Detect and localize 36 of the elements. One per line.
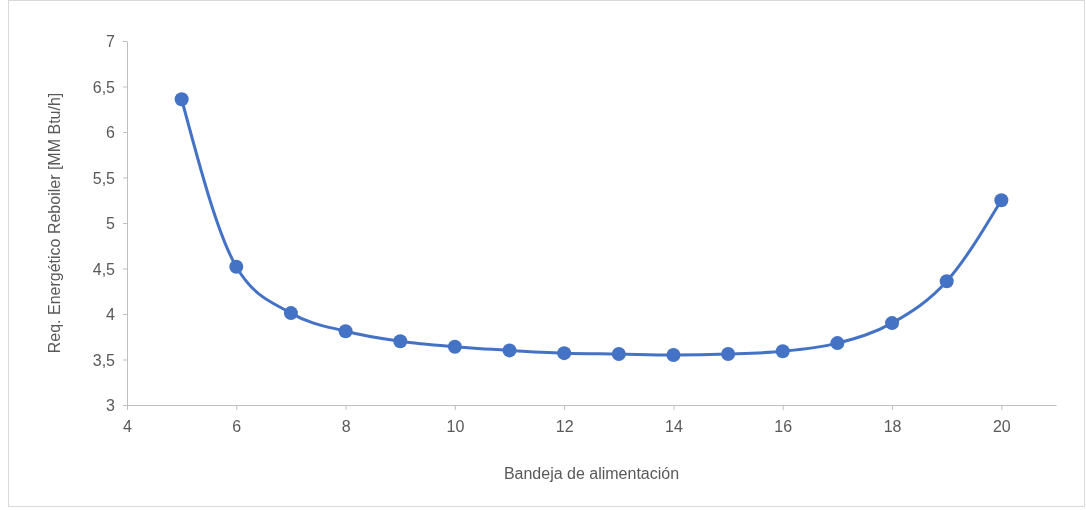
point: [338, 324, 353, 339]
point: [283, 306, 298, 321]
y-tick-label: 4: [106, 306, 116, 323]
point: [994, 193, 1009, 208]
x-tick-label: 10: [446, 418, 465, 436]
point: [721, 347, 736, 362]
y-tick-label: 3: [106, 397, 116, 414]
y-tick-label: 4,5: [92, 260, 116, 278]
x-tick-label: 4: [123, 418, 133, 436]
point: [557, 346, 572, 361]
y-tick-label: 6,5: [92, 78, 116, 96]
y-tick-label: 5,5: [92, 169, 116, 187]
point: [229, 259, 244, 274]
point: [775, 344, 790, 359]
point: [447, 339, 462, 354]
x-tick-label: 6: [232, 418, 242, 436]
point: [885, 316, 900, 331]
y-tick-label: 7: [106, 33, 116, 50]
point: [611, 347, 626, 362]
point: [393, 334, 408, 349]
x-tick-label: 12: [555, 418, 574, 436]
point: [174, 92, 189, 107]
x-tick-label: 20: [992, 418, 1011, 436]
y-axis-title: Req. Energético Reboiler [MM Btu/h]: [46, 92, 63, 354]
point: [666, 347, 681, 362]
x-tick-label: 16: [774, 418, 793, 436]
x-tick-label: 14: [665, 418, 683, 436]
point: [502, 343, 517, 358]
y-tick-label: 3,5: [92, 351, 116, 369]
y-tick-label: 6: [106, 124, 116, 141]
x-tick-label: 18: [883, 418, 902, 436]
x-axis-title: Bandeja de alimentación: [503, 465, 680, 482]
x-tick-label: 8: [341, 418, 351, 436]
point: [830, 336, 845, 351]
point: [939, 274, 954, 289]
y-tick-label: 5: [106, 215, 116, 232]
